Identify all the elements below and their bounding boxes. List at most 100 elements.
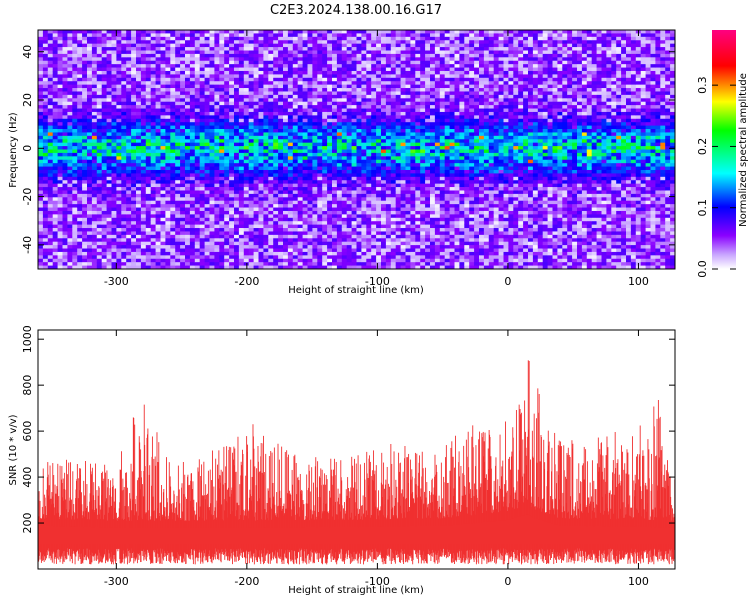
heatmap-cell <box>199 43 205 48</box>
heatmap-cell <box>101 204 107 208</box>
heatmap-cell <box>189 142 196 147</box>
heatmap-cell <box>101 101 107 106</box>
heatmap-cell <box>180 108 186 113</box>
heatmap-cell <box>312 70 318 75</box>
heatmap-cell <box>189 214 196 219</box>
heatmap-cell <box>145 111 152 116</box>
heatmap-cell <box>356 258 362 263</box>
heatmap-cell <box>160 231 166 236</box>
heatmap-cell <box>238 224 245 229</box>
heatmap-cell <box>327 57 333 62</box>
heatmap-cell <box>322 36 328 41</box>
heatmap-cell <box>126 149 132 154</box>
heatmap-cell <box>185 125 191 130</box>
heatmap-cell <box>160 53 166 58</box>
heatmap-cell <box>268 53 274 58</box>
heatmap-cell <box>224 238 230 243</box>
heatmap-cell <box>77 190 83 195</box>
heatmap-cell <box>38 118 44 123</box>
heatmap-cell <box>327 101 333 106</box>
heatmap-cell <box>204 149 210 154</box>
heatmap-cell <box>336 125 343 130</box>
heatmap-cell <box>175 84 181 89</box>
heatmap-cell <box>361 224 367 229</box>
heatmap-cell <box>155 231 161 236</box>
heatmap-cell <box>253 101 259 106</box>
heatmap-cell <box>42 33 49 38</box>
heatmap-cell <box>101 50 107 55</box>
heatmap-cell <box>160 101 166 106</box>
heatmap-cell <box>292 53 299 58</box>
heatmap-cell <box>185 132 191 137</box>
heatmap-cell <box>278 248 284 253</box>
heatmap-cell <box>67 118 73 123</box>
heatmap-cell <box>317 204 323 208</box>
heatmap-cell <box>317 190 323 195</box>
heatmap-cell <box>77 156 83 161</box>
heatmap-cell <box>194 183 201 188</box>
heatmap-cell <box>238 248 245 253</box>
heatmap-cell <box>263 193 269 198</box>
heatmap-cell <box>180 125 186 130</box>
heatmap-cell <box>175 258 181 263</box>
heatmap-cell <box>165 132 171 137</box>
heatmap-cell <box>297 152 303 157</box>
heatmap-cell <box>258 77 264 82</box>
heatmap-cell <box>121 152 127 157</box>
heatmap-cell <box>346 200 352 205</box>
heatmap-cell <box>371 53 377 58</box>
heatmap-cell <box>38 64 44 68</box>
heatmap-cell <box>234 135 240 140</box>
heatmap-cell <box>356 207 362 212</box>
heatmap-cell <box>170 132 176 137</box>
heatmap-cell <box>287 173 294 178</box>
heatmap-cell <box>336 142 343 147</box>
heatmap-cell <box>219 251 225 256</box>
heatmap-cell <box>341 64 348 68</box>
heatmap-cell <box>322 234 328 239</box>
heatmap-cell <box>38 84 44 89</box>
heatmap-cell <box>346 129 352 133</box>
heatmap-cell <box>185 156 191 161</box>
heatmap-cell <box>336 118 343 123</box>
heatmap-cell <box>204 166 210 171</box>
heatmap-cell <box>170 57 176 62</box>
heatmap-cell <box>214 36 220 41</box>
heatmap-cell <box>327 166 333 171</box>
heatmap-cell <box>96 265 103 269</box>
heatmap-cell <box>327 108 333 113</box>
heatmap-cell <box>322 204 328 208</box>
heatmap-cell <box>322 231 328 236</box>
heatmap-cell <box>322 125 328 130</box>
heatmap-cell <box>312 200 318 205</box>
heatmap-cell <box>243 53 250 58</box>
heatmap-cell <box>341 197 348 202</box>
heatmap-cell <box>194 159 201 164</box>
heatmap-cell <box>332 30 338 34</box>
heatmap-cell <box>87 132 93 137</box>
heatmap-cell <box>336 248 343 253</box>
heatmap-cell <box>263 204 269 208</box>
heatmap-cell <box>307 159 313 164</box>
heatmap-cell <box>268 142 274 147</box>
heatmap-cell <box>351 67 357 72</box>
heatmap-cell <box>91 74 98 79</box>
heatmap-cell <box>243 132 250 137</box>
heatmap-cell <box>273 207 279 212</box>
heatmap-cell <box>351 176 357 181</box>
heatmap-cell <box>258 115 264 120</box>
heatmap-cell <box>346 142 352 147</box>
heatmap-cell <box>361 197 367 202</box>
heatmap-cell <box>253 248 259 253</box>
heatmap-cell <box>131 81 137 86</box>
heatmap-cell <box>332 176 338 181</box>
heatmap-cell <box>165 173 171 178</box>
heatmap-cell <box>371 169 377 174</box>
heatmap-cell <box>42 135 49 140</box>
heatmap-cell <box>356 200 362 205</box>
heatmap-cell <box>194 228 201 232</box>
heatmap-cell <box>189 135 196 140</box>
heatmap-cell <box>87 183 93 188</box>
heatmap-cell <box>150 245 156 249</box>
heatmap-cell <box>307 163 313 167</box>
